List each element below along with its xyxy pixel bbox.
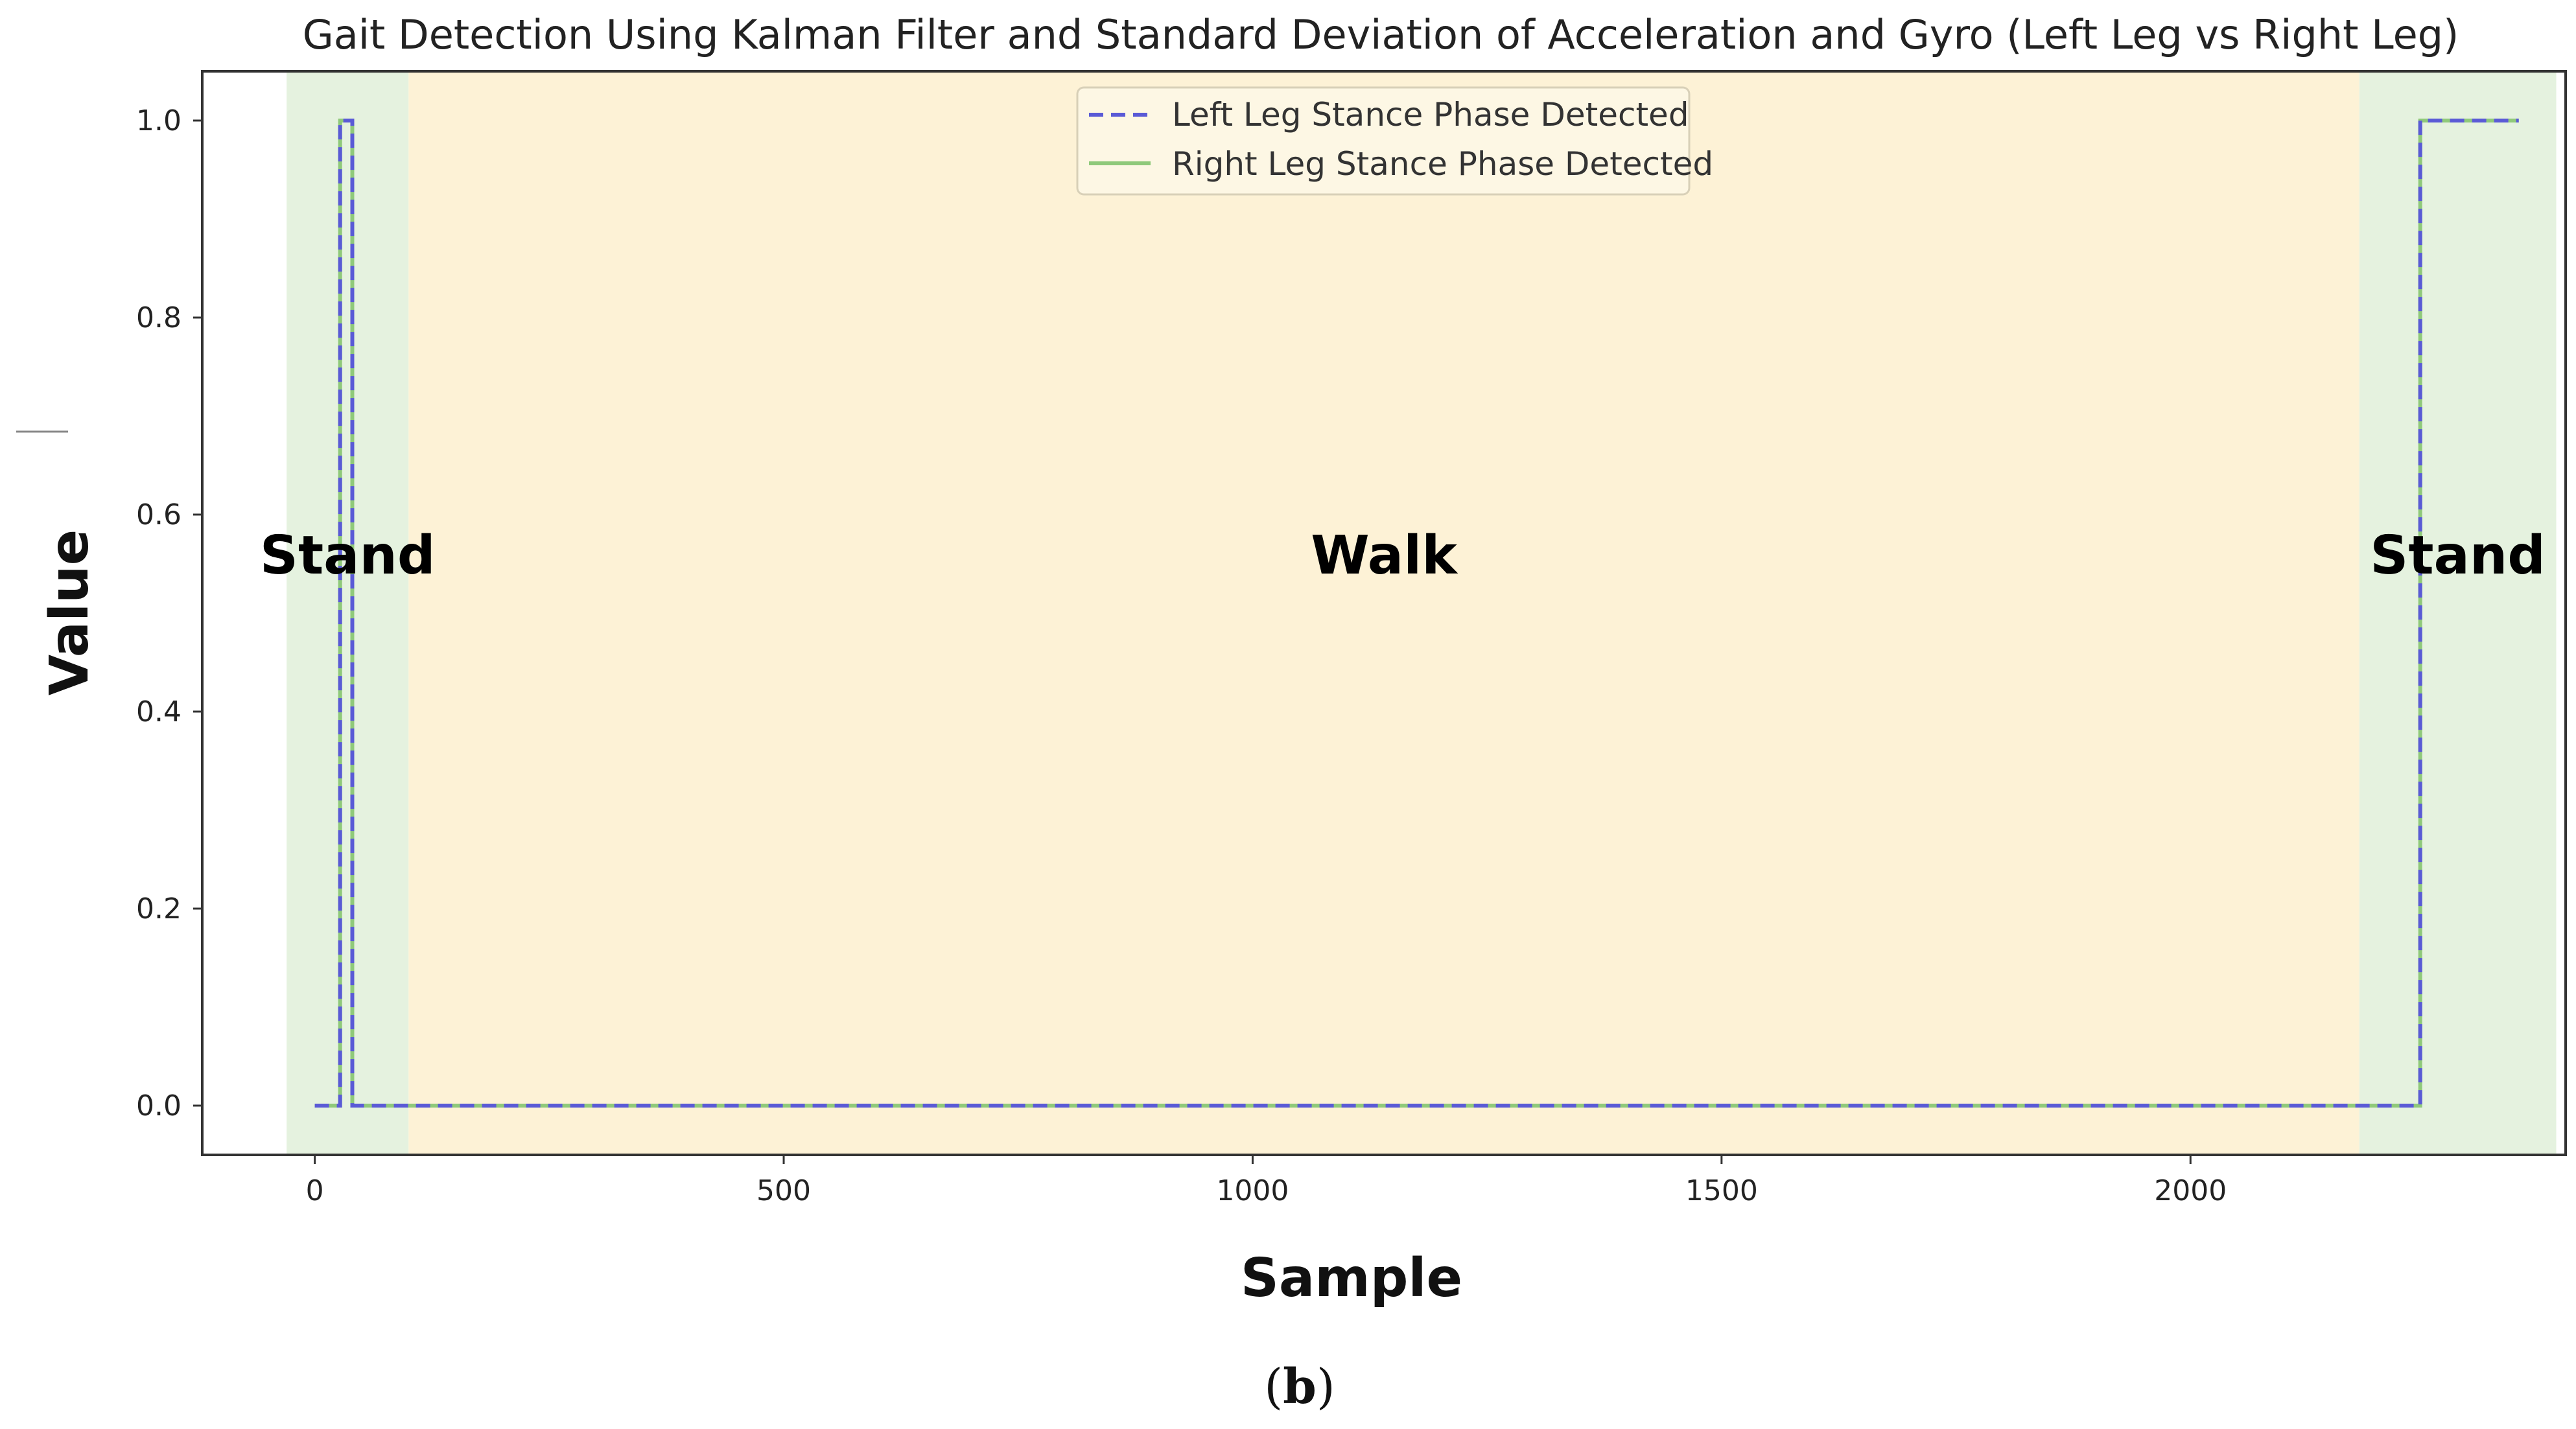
region-band-stand-0 — [287, 71, 409, 1155]
region-label-stand-2: Stand — [2370, 525, 2546, 587]
caption-open-paren: ( — [1264, 1359, 1283, 1415]
x-tick-label: 1000 — [1216, 1174, 1289, 1207]
y-axis-label: Value — [39, 529, 100, 695]
caption-close-paren: ) — [1317, 1359, 1335, 1415]
region-layer — [287, 71, 2557, 1155]
x-tick-label: 0 — [306, 1174, 324, 1207]
region-labels-layer: Stand Walk Stand — [260, 525, 2546, 587]
y-tick-label: 0.8 — [136, 301, 181, 334]
y-tick-label: 0.4 — [136, 695, 181, 728]
plot-frame — [201, 70, 2567, 1156]
x-tick-label: 2000 — [2154, 1174, 2227, 1207]
region-label-stand-0: Stand — [260, 525, 436, 587]
x-tick-label: 1500 — [1685, 1174, 1758, 1207]
legend-label-left-leg: Left Leg Stance Phase Detected — [1172, 96, 1689, 134]
legend: Left Leg Stance Phase Detected Right Leg… — [1076, 86, 1713, 196]
region-band-stand-2 — [2359, 71, 2557, 1155]
figure-caption: (b) — [1264, 1359, 1335, 1415]
legend-box — [1076, 86, 1691, 196]
y-tick-label: 0.0 — [136, 1089, 181, 1122]
ticks-layer: 0 500 1000 1500 2000 0.0 0.2 0.4 0.6 0.8 1.0 — [136, 104, 2227, 1207]
y-tick-label: 0.6 — [136, 498, 181, 531]
y-tick-label: 0.2 — [136, 892, 181, 925]
caption-letter: b — [1283, 1359, 1317, 1415]
x-tick-label: 500 — [756, 1174, 811, 1207]
series-line-left-leg — [314, 119, 2519, 1108]
region-band-walk-1 — [408, 71, 2359, 1155]
legend-label-right-leg: Right Leg Stance Phase Detected — [1172, 145, 1713, 183]
y-tick-label: 1.0 — [136, 104, 181, 137]
x-axis-label: Sample — [1241, 1248, 1462, 1309]
chart-title: Gait Detection Using Kalman Filter and S… — [303, 11, 2459, 58]
series-layer — [314, 119, 2519, 1108]
region-label-walk-1: Walk — [1311, 525, 1458, 587]
